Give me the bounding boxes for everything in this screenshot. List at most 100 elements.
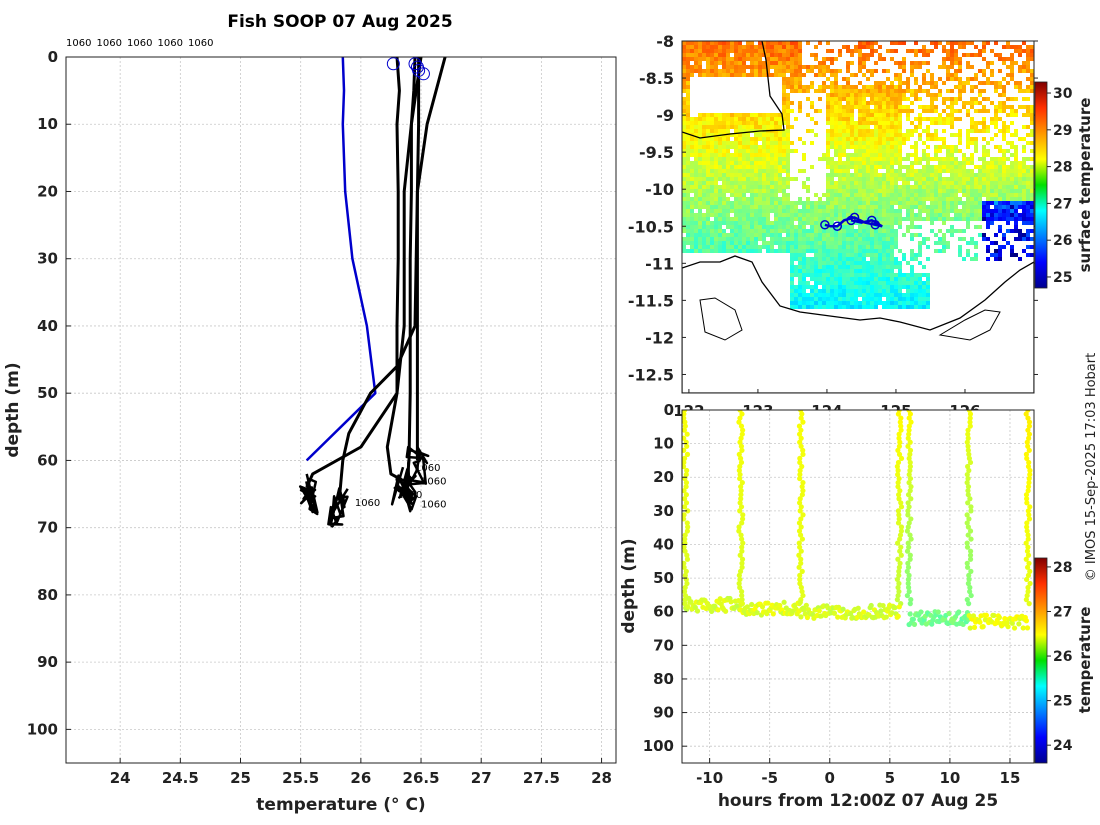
sst-cell xyxy=(774,193,778,197)
sst-cell xyxy=(746,57,750,61)
sst-cell xyxy=(774,61,778,65)
sst-cell xyxy=(686,233,690,237)
sst-cell xyxy=(854,197,858,201)
depth-time-point xyxy=(682,459,687,466)
depth-time-point xyxy=(1025,532,1031,538)
sst-cell xyxy=(830,237,834,241)
sst-cell xyxy=(1006,57,1010,61)
sst-cell xyxy=(862,41,866,45)
sst-cell xyxy=(866,89,870,93)
sst-cell xyxy=(702,169,706,173)
sst-cell xyxy=(890,105,894,109)
sst-cell xyxy=(882,261,886,265)
depth-time-point xyxy=(897,419,903,425)
sst-cell xyxy=(1006,217,1010,221)
sst-cell xyxy=(838,285,842,289)
sst-cell xyxy=(830,101,834,105)
depth-time-point xyxy=(861,609,867,615)
sst-cell xyxy=(682,197,686,201)
sst-cell xyxy=(782,141,786,145)
sst-cell xyxy=(790,41,794,45)
sst-cell xyxy=(898,89,902,93)
sst-cell xyxy=(742,201,746,205)
sst-cell xyxy=(1006,201,1010,205)
sst-cell xyxy=(750,245,754,249)
sst-cell xyxy=(862,241,866,245)
copyright-note: © IMOS 15-Sep-2025 17:03 Hobart xyxy=(1084,353,1099,581)
sst-cell xyxy=(798,73,802,77)
depth-time-point xyxy=(800,447,806,453)
sst-cell xyxy=(738,189,742,193)
sst-cell xyxy=(850,105,854,109)
sst-cell xyxy=(1002,153,1006,157)
sst-cell xyxy=(834,217,838,221)
sst-cell xyxy=(810,301,814,305)
profile-y-tick-label: 20 xyxy=(37,182,58,200)
sst-cell xyxy=(934,157,938,161)
sst-cell xyxy=(710,69,714,73)
sst-cell xyxy=(886,233,890,237)
depth-time-point xyxy=(906,471,912,478)
sst-cell xyxy=(994,173,998,177)
sst-cell xyxy=(902,181,906,185)
profile-y-tick-label: 90 xyxy=(37,653,58,671)
sst-cell xyxy=(950,233,954,237)
sst-cell xyxy=(718,213,722,217)
sst-cell xyxy=(774,189,778,193)
sst-cell xyxy=(702,141,706,145)
profile-id-label: 1060 xyxy=(158,38,183,49)
sst-cell xyxy=(770,149,774,153)
sst-cell xyxy=(890,273,894,277)
sst-cell xyxy=(834,241,838,245)
sst-cell xyxy=(902,253,906,257)
depth-time-point xyxy=(840,606,846,612)
sst-cell xyxy=(862,289,866,293)
sst-cell xyxy=(954,161,958,165)
sst-cell xyxy=(706,45,710,49)
sst-cell xyxy=(786,101,790,105)
sst-cell xyxy=(778,229,782,233)
sst-cell xyxy=(754,73,758,77)
sst-cell xyxy=(754,249,758,253)
profile-x-tick-label: 28 xyxy=(591,769,612,787)
sst-cell xyxy=(958,97,962,101)
sst-cell xyxy=(858,105,862,109)
profile-line-6 xyxy=(305,57,423,488)
sst-cell xyxy=(710,233,714,237)
sst-cell xyxy=(850,301,854,305)
sst-cell xyxy=(846,301,850,305)
depth-time-point xyxy=(908,536,914,542)
depth-time-point xyxy=(980,624,986,630)
sst-cell xyxy=(770,193,774,197)
sst-cell xyxy=(902,293,906,297)
sst-cell xyxy=(722,69,726,73)
sst-cell xyxy=(898,149,902,153)
sst-cell xyxy=(690,181,694,185)
sst-cell xyxy=(802,185,806,189)
sst-cell xyxy=(842,285,846,289)
sst-cell xyxy=(730,145,734,149)
sst-cell xyxy=(1030,81,1034,85)
sst-cell xyxy=(1006,141,1010,145)
sst-cell xyxy=(1014,49,1018,53)
depth-time-point xyxy=(905,492,912,498)
sst-cell xyxy=(834,57,838,61)
sst-cell xyxy=(702,113,706,117)
sst-cell xyxy=(702,177,706,181)
sst-cell xyxy=(686,209,690,213)
sst-cell xyxy=(866,69,870,73)
sst-cell xyxy=(730,221,734,225)
sst-cell xyxy=(954,169,958,173)
sst-cell xyxy=(886,265,890,269)
sst-cell xyxy=(986,41,990,45)
sst-cell xyxy=(1010,145,1014,149)
depth-time-point xyxy=(898,528,904,534)
sst-cell xyxy=(874,173,878,177)
sst-cell xyxy=(858,53,862,57)
sst-cell xyxy=(882,105,886,109)
sst-cell xyxy=(954,213,958,217)
sst-cell xyxy=(686,49,690,53)
sst-cell xyxy=(846,101,850,105)
sst-cell xyxy=(870,241,874,245)
sst-cell xyxy=(794,237,798,241)
